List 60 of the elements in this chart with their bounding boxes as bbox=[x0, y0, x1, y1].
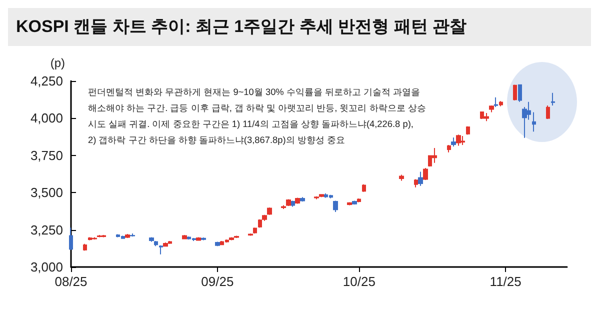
candlestick bbox=[92, 236, 97, 240]
y-tick-label: 3,500 bbox=[30, 185, 63, 200]
candlestick bbox=[281, 204, 286, 210]
candlestick bbox=[196, 236, 201, 242]
candlestick bbox=[466, 126, 470, 136]
candlestick bbox=[352, 200, 357, 206]
candlestick bbox=[295, 197, 300, 204]
candlestick bbox=[215, 241, 220, 247]
y-tick-label: 3,250 bbox=[30, 222, 63, 238]
candlestick bbox=[97, 234, 102, 238]
candlestick bbox=[414, 178, 418, 188]
candlestick bbox=[447, 144, 451, 153]
chart-title: KOSPI 캔들 차트 추이: 최근 1주일간 추세 반전형 패턴 관찰 bbox=[16, 17, 467, 36]
candlestick bbox=[532, 112, 536, 132]
candlestick bbox=[499, 100, 503, 107]
candlestick bbox=[357, 198, 361, 203]
y-axis-title: (p) bbox=[50, 56, 65, 70]
candlestick bbox=[130, 233, 135, 237]
candlestick bbox=[69, 227, 73, 250]
candlestick bbox=[451, 137, 456, 147]
candlestick bbox=[159, 244, 163, 255]
x-tick-label: 11/25 bbox=[490, 274, 522, 289]
x-tick-label: 10/25 bbox=[342, 274, 376, 289]
candlestick bbox=[494, 96, 498, 108]
candlestick bbox=[229, 236, 234, 241]
x-tick-label: 09/25 bbox=[201, 274, 234, 289]
annotation: 펀더멘털적 변화와 무관하게 현재는 9~10월 30% 수익률을 뒤로하고 기술적 과열을 해소해야 하는 구간. 급등 이후 급락, 갭 하락 및 아랫꼬리 반등, 윗꼬리 하락으로 상승 시도 실패 귀결. 이제 중요한 구간은 1) 11/4의 고점을 상향 돌파하느냐(4,226.8 p), 2) 갭하락 구간 하단을 하향 돌파하느냐(3,867.8p)의 방향성 중요 bbox=[88, 87, 426, 145]
candlestick bbox=[546, 105, 550, 120]
candlestick bbox=[551, 92, 555, 106]
candlestick bbox=[423, 168, 428, 180]
candlestick bbox=[125, 233, 130, 238]
candlestick bbox=[267, 206, 272, 216]
candlestick bbox=[456, 134, 461, 146]
candlestick bbox=[149, 236, 154, 242]
candlestick bbox=[163, 242, 168, 247]
candlestick bbox=[300, 196, 305, 202]
y-tick-label: 3,000 bbox=[30, 260, 63, 274]
candlestick bbox=[83, 243, 87, 252]
candlestick bbox=[418, 171, 423, 186]
candlestick bbox=[484, 112, 489, 122]
x-tick-label: 08/25 bbox=[54, 274, 88, 289]
candlestick bbox=[333, 200, 338, 212]
candlestick bbox=[286, 198, 291, 206]
candlestick bbox=[154, 240, 158, 247]
candlestick bbox=[248, 233, 253, 236]
candlestick bbox=[347, 202, 352, 206]
candlestick bbox=[489, 105, 494, 113]
candlestick bbox=[234, 235, 239, 238]
candlestick bbox=[513, 84, 517, 101]
candlestick bbox=[399, 174, 404, 182]
candlestick bbox=[432, 147, 437, 164]
candlestick bbox=[291, 200, 295, 208]
candlestick bbox=[253, 227, 257, 234]
candlestick bbox=[518, 84, 522, 102]
y-tick-label: 3,750 bbox=[30, 148, 63, 163]
candlestick bbox=[182, 234, 187, 240]
y-tick-label: 4,000 bbox=[30, 110, 63, 126]
candlestick bbox=[362, 184, 366, 192]
candlestick bbox=[201, 237, 206, 241]
y-tick-label: 4,250 bbox=[30, 74, 63, 88]
